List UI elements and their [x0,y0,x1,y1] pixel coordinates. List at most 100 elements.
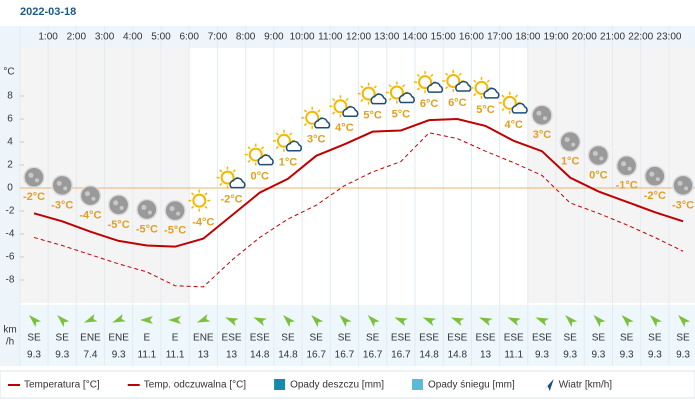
temperature-label: 0°C [251,171,270,183]
sun-ray [275,132,279,136]
sun-ray [473,79,477,83]
y-axis-label: °C [3,67,14,78]
moon-crater [677,180,683,186]
sun-icon [474,80,489,95]
sun-icon [389,85,404,100]
sun-ray [232,169,236,173]
wind-direction: SE [592,333,606,344]
moon-icon [51,174,73,197]
sun-ray [247,146,251,150]
hour-label: 18:00 [515,32,540,43]
wind-speed: 9.3 [676,350,690,361]
wind-arrow [311,315,324,328]
legend-swatch [274,379,286,390]
hour-label: 5:00 [151,32,171,43]
sun-icon [502,95,517,110]
moon-icon [164,199,186,222]
y-tick-label: 2 [7,160,13,171]
y-tick-label: -6 [6,252,15,263]
temperature-label: 1°C [561,156,580,168]
sun-ray [219,182,223,186]
wind-speed: 16.7 [306,350,326,361]
wind-direction: SE [27,333,41,344]
wind-direction: ESE [222,333,242,344]
sun-icon [192,193,207,208]
moon-icon [23,166,45,189]
wind-arrow [112,314,126,323]
wind-speed: 11.1 [166,350,185,361]
sun-ray [204,192,208,196]
hour-label: 22:00 [628,32,653,43]
moon-crater [56,180,62,186]
wind-arrow [565,315,578,328]
sun-ray [416,73,420,78]
moon-crater [147,210,152,215]
moon-crater [91,196,96,201]
sun-icon [276,133,291,148]
moon-crater [28,172,34,178]
moon-crater [169,206,175,212]
cloud-icon [398,92,415,104]
wind-arrow [621,315,634,328]
moon-crater [35,178,39,183]
wind-speed: 9.3 [620,350,634,361]
hour-label: 9:00 [264,32,284,43]
moon-crater [119,205,124,210]
sun-ray [275,145,279,150]
y-tick-label: 8 [7,91,13,102]
sun-icon [361,86,376,101]
wind-direction: SE [648,333,662,344]
wind-direction: ENE [108,333,129,344]
temperature-label: 3°C [533,129,552,141]
moon-crater [84,191,90,197]
hour-label: 3:00 [95,32,115,43]
wind-speed: 16.7 [391,350,411,361]
wind-speed: 14.8 [250,350,270,361]
moon-crater [176,211,181,216]
temperature-label: -4°C [79,210,101,222]
moon-crater [684,186,689,191]
wind-arrow [394,317,408,326]
hour-label: 17:00 [487,32,512,43]
temperature-label: 0°C [589,169,608,181]
wind-speed: 9.3 [563,350,577,361]
temperature-label: -2°C [644,190,666,202]
moon-crater [564,137,570,143]
moon-crater [141,205,147,210]
wind-speed: 13 [226,350,238,361]
sun-ray [345,97,349,102]
y-tick-label: 4 [7,137,13,148]
temperature-label: 3°C [307,134,326,146]
sun-ray [360,98,364,102]
temperature-label: 5°C [363,110,382,122]
wind-direction: SE [620,333,634,344]
wind-unit: km [3,325,16,336]
sun-ray [219,169,223,173]
sun-ray [303,122,308,127]
moon-crater [599,156,604,161]
temperature-label: -5°C [136,223,158,235]
cloud-icon [342,106,359,118]
hour-label: 16:00 [459,32,484,43]
moon-crater [542,116,547,121]
wind-direction: ESE [391,333,411,344]
wind-speed: 13 [480,350,492,361]
wind-arrow [83,314,98,323]
cloud-icon [314,117,331,129]
wind-direction: ENE [193,333,214,344]
cloud-icon [257,154,274,166]
sun-ray [191,192,195,196]
wind-speed: 11.1 [138,350,157,361]
wind-arrow [422,317,437,326]
sun-icon [220,170,235,185]
temperature-label: 6°C [448,97,467,109]
column [104,48,133,303]
hour-label: 12:00 [346,32,371,43]
sun-ray [416,87,420,91]
column [499,48,528,303]
moon-crater [621,161,627,167]
temperature-label: -2°C [23,191,45,203]
y-tick-label: -4 [6,229,15,240]
legend-label: Opady deszczu [mm] [290,380,384,391]
temperature-label: -5°C [108,219,130,231]
